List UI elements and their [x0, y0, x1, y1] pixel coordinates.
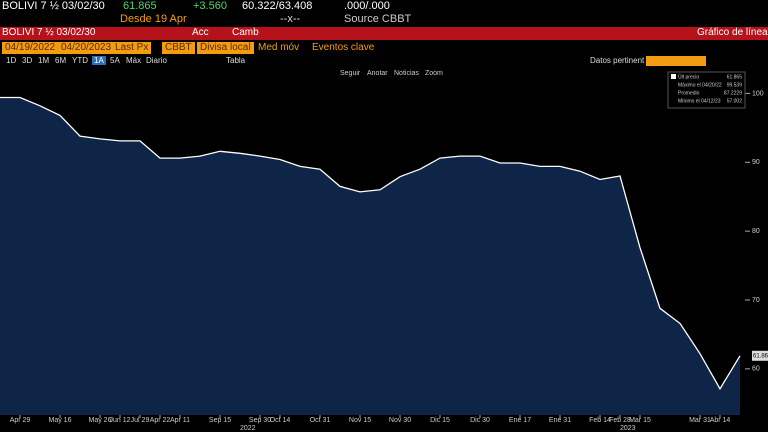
x-tick-label: Apr 22: [150, 417, 171, 424]
related[interactable]: Datos pertinent: [590, 56, 645, 65]
frequency[interactable]: Diario: [146, 56, 167, 65]
period[interactable]: 3D: [22, 56, 33, 65]
line: [0, 96, 741, 391]
last-label: 61.86: [753, 353, 768, 359]
period[interactable]: 1A: [92, 56, 106, 65]
period[interactable]: YTD: [72, 56, 88, 65]
period[interactable]: 1M: [38, 56, 50, 65]
year-label: 2023: [620, 425, 636, 432]
x-tick-label: Mar 31: [689, 417, 711, 424]
x-tick-label: Nov 30: [389, 417, 411, 424]
moving-avg[interactable]: Med móv: [258, 42, 300, 53]
tool[interactable]: Anotar: [367, 70, 388, 77]
x-tick-label: Sep 15: [209, 417, 231, 424]
legend-label: Últ precio: [678, 73, 699, 80]
x-tick-label: Sep 30: [249, 417, 271, 424]
events[interactable]: Eventos clave: [312, 42, 375, 53]
legend-value: 57.002: [727, 98, 743, 104]
x-tick-label: Oct 14: [270, 417, 291, 424]
period[interactable]: 6M: [55, 56, 67, 65]
x-tick-label: Oct 31: [310, 417, 331, 424]
x-tick-label: Abr 14: [710, 417, 731, 424]
x-tick-label: Dic 30: [470, 417, 490, 424]
legend-swatch: [671, 74, 676, 79]
source[interactable]: CBBT: [162, 42, 195, 54]
mid: --x--: [280, 13, 301, 25]
menu[interactable]: Acc: [192, 27, 209, 38]
x-tick-label: Feb 14: [589, 417, 611, 424]
legend-value: 99.539: [727, 82, 743, 88]
view: Gráfico de líneas: [697, 27, 768, 38]
x-tick-label: Jun 12: [109, 417, 130, 424]
period[interactable]: 5A: [110, 56, 120, 65]
tool[interactable]: Seguir: [340, 70, 361, 77]
legend-label: Mínimo el 04/12/23: [678, 98, 721, 104]
x-tick-label: Apr 29: [10, 417, 31, 424]
change: +3.560: [193, 0, 227, 12]
end-date[interactable]: 04/20/2023: [58, 42, 115, 54]
yield: .000/.000: [344, 0, 390, 12]
tool[interactable]: Noticias: [394, 70, 419, 77]
y-tick-label: 100: [752, 90, 764, 97]
period[interactable]: 1D: [6, 56, 17, 65]
search[interactable]: [646, 56, 706, 66]
quote-row: Desde 19 Apr --x-- Source CBBT: [0, 13, 768, 27]
price: 61.865: [123, 0, 157, 12]
start-date[interactable]: 04/19/2022: [2, 42, 59, 54]
x-tick-label: Dic 15: [430, 417, 450, 424]
ticker: BOLIVI 7 ½ 03/02/30: [2, 27, 96, 38]
legend-label: Promedio: [678, 90, 700, 96]
currency[interactable]: Divisa local: [197, 42, 254, 54]
period[interactable]: Máx: [126, 56, 142, 65]
legend-label: Máximo el 04/20/22: [678, 82, 722, 88]
source: Source CBBT: [344, 13, 412, 25]
bid-ask: 60.322/63.408: [242, 0, 313, 12]
title-bar: BOLIVI 7 ½ 03/02/30 Acc Camb Gráfico de …: [0, 27, 768, 40]
x-tick-label: Ene 31: [549, 417, 571, 424]
field[interactable]: Last Px: [112, 42, 152, 54]
last-label-bg: [752, 350, 768, 361]
year-label: 2022: [240, 425, 256, 432]
legend-value: 87.2229: [724, 90, 742, 96]
ticker: BOLIVI 7 ½ 03/02/30: [2, 0, 105, 12]
tool[interactable]: Zoom: [425, 70, 443, 77]
legend-value: 61.865: [727, 74, 743, 80]
y-tick-label: 60: [752, 366, 760, 373]
x-tick-label: May 26: [89, 417, 112, 424]
y-tick-label: 70: [752, 297, 760, 304]
input-row: 04/19/2022 04/20/2023 Last Px CBBT Divis…: [0, 42, 768, 55]
since: Desde 19 Apr: [120, 13, 187, 25]
legend-box: [667, 71, 746, 109]
x-tick-label: Nov 15: [349, 417, 371, 424]
toolbar: 1D 3D 1M 6M YTD 1A 5A Máx Diario Tabla D…: [0, 56, 768, 67]
x-tick-label: Mar 15: [629, 417, 651, 424]
y-tick-label: 90: [752, 159, 760, 166]
menu[interactable]: Camb: [232, 27, 259, 38]
x-tick-label: Ene 17: [509, 417, 531, 424]
x-tick-label: May 16: [49, 417, 72, 424]
y-tick-label: 80: [752, 228, 760, 235]
quote-row: BOLIVI 7 ½ 03/02/30 61.865 +3.560 60.322…: [0, 0, 768, 13]
table[interactable]: Tabla: [226, 56, 246, 65]
x-tick-label: Jul 29: [131, 417, 150, 424]
x-tick-label: Apr 11: [170, 417, 190, 424]
area: [0, 97, 740, 415]
chart: Seguir Anotar Noticias Zoom 2022 2023 60…: [0, 67, 768, 432]
x-tick-label: Feb 28: [609, 417, 631, 424]
